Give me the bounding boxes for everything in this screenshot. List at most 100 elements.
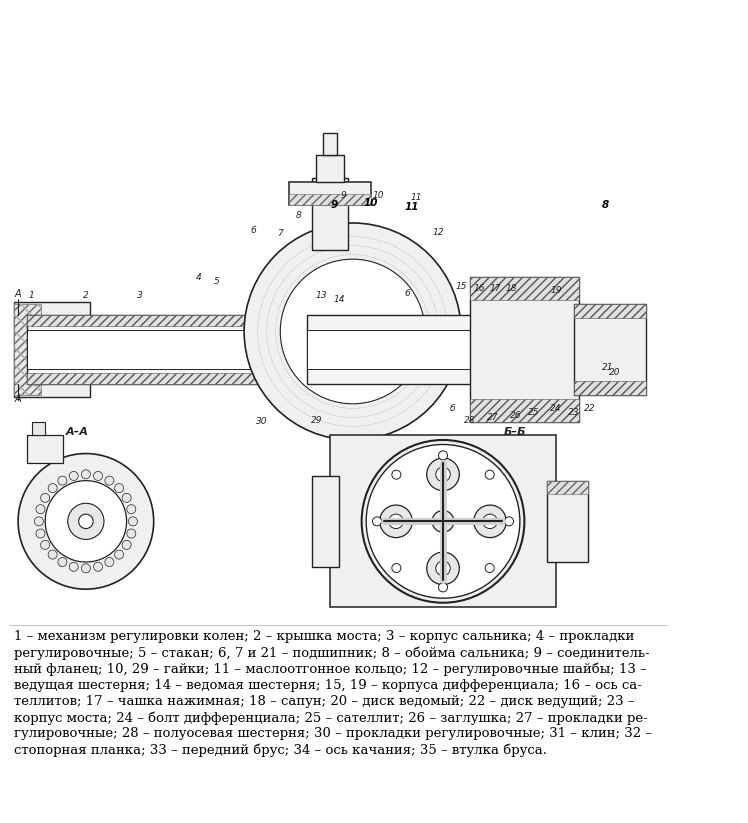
Text: 9: 9 [331, 200, 338, 210]
Text: 8: 8 [295, 212, 301, 221]
Bar [574, 305, 646, 395]
Circle shape [40, 541, 49, 550]
Circle shape [438, 583, 447, 592]
Circle shape [82, 470, 91, 479]
Text: 23: 23 [568, 408, 580, 417]
Text: гулировочные; 28 – полуосевая шестерня; 30 – прокладки регулировочные; 31 – клин: гулировочные; 28 – полуосевая шестерня; … [13, 728, 652, 741]
Circle shape [432, 510, 454, 532]
Text: 11: 11 [404, 202, 419, 212]
Text: теллитов; 17 – чашка нажимная; 18 – сапун; 20 – диск ведомый; 22 – диск ведущий;: теллитов; 17 – чашка нажимная; 18 – сапу… [13, 695, 634, 708]
Text: корпус моста; 24 – болт дифференциала; 25 – сателлит; 26 – заглушка; 27 – прокла: корпус моста; 24 – болт дифференциала; 2… [13, 711, 647, 725]
Circle shape [485, 564, 494, 573]
Bar [470, 277, 579, 300]
Circle shape [427, 458, 459, 491]
Circle shape [48, 550, 57, 559]
Circle shape [34, 517, 43, 526]
Bar [27, 315, 307, 326]
Bar [547, 481, 588, 495]
Circle shape [70, 562, 79, 571]
Circle shape [58, 477, 67, 485]
Circle shape [36, 529, 45, 538]
Text: 6: 6 [404, 289, 410, 298]
Circle shape [482, 514, 497, 528]
Text: 30: 30 [257, 417, 268, 426]
Text: 29: 29 [310, 416, 322, 425]
Circle shape [389, 514, 403, 528]
Circle shape [82, 564, 91, 573]
Circle shape [473, 505, 506, 537]
Text: ный фланец; 10, 29 – гайки; 11 – маслоотгонное кольцо; 12 – регулировочные шайбы: ный фланец; 10, 29 – гайки; 11 – маслоот… [13, 663, 646, 676]
Circle shape [114, 550, 123, 559]
Bar [13, 305, 40, 395]
Bar [547, 481, 588, 562]
Bar [27, 373, 307, 384]
Bar [312, 477, 339, 566]
Bar [574, 381, 646, 395]
Text: ведущая шестерня; 14 – ведомая шестерня; 15, 19 – корпуса дифференциала; 16 – ос: ведущая шестерня; 14 – ведомая шестерня;… [13, 679, 642, 691]
Bar [307, 315, 488, 384]
Text: 5: 5 [214, 277, 220, 286]
Circle shape [392, 564, 401, 573]
Bar [27, 435, 64, 463]
Circle shape [114, 484, 123, 493]
Bar [312, 178, 348, 250]
Text: 10: 10 [373, 192, 384, 200]
Circle shape [485, 470, 494, 479]
Text: 13: 13 [315, 291, 327, 300]
Bar [13, 305, 40, 395]
Text: 21: 21 [602, 363, 613, 372]
Circle shape [36, 504, 45, 514]
Text: 11: 11 [410, 193, 422, 202]
Circle shape [436, 467, 450, 481]
Bar [470, 399, 579, 422]
Circle shape [122, 493, 131, 502]
Circle shape [504, 517, 514, 526]
Text: 20: 20 [609, 368, 621, 377]
Circle shape [244, 223, 461, 440]
Text: Б–Б: Б–Б [504, 427, 527, 438]
Text: 22: 22 [583, 404, 595, 413]
Circle shape [94, 472, 102, 481]
Text: 15: 15 [456, 281, 467, 291]
Text: 3: 3 [138, 291, 143, 300]
Text: 24: 24 [551, 404, 562, 413]
Circle shape [280, 259, 425, 404]
Circle shape [105, 557, 114, 566]
Text: A: A [15, 289, 22, 299]
Bar [574, 305, 646, 318]
Text: 17: 17 [490, 284, 501, 293]
Circle shape [380, 505, 412, 537]
Text: 8: 8 [602, 200, 610, 210]
Text: 2: 2 [83, 291, 89, 300]
Text: 10: 10 [364, 198, 378, 208]
Circle shape [70, 472, 79, 481]
Circle shape [58, 557, 67, 566]
Circle shape [392, 470, 401, 479]
Bar [27, 315, 307, 384]
Bar [470, 277, 579, 422]
Text: регулировочные; 5 – стакан; 6, 7 и 21 – подшипник; 8 – обойма сальника; 9 – соед: регулировочные; 5 – стакан; 6, 7 и 21 – … [13, 646, 649, 659]
Circle shape [438, 451, 447, 460]
Text: 14: 14 [334, 295, 345, 305]
Text: б: б [450, 404, 455, 413]
Bar [289, 194, 371, 205]
Text: 7: 7 [278, 230, 283, 239]
Text: 25: 25 [527, 408, 539, 417]
Text: 1 – механизм регулировки колен; 2 – крышка моста; 3 – корпус сальника; 4 – прокл: 1 – механизм регулировки колен; 2 – крыш… [13, 630, 634, 643]
Bar [307, 330, 488, 370]
Text: 9: 9 [340, 192, 346, 200]
Bar [330, 435, 556, 607]
Text: 18: 18 [505, 284, 517, 293]
Circle shape [18, 453, 153, 589]
Text: 19: 19 [551, 286, 562, 295]
Circle shape [373, 517, 381, 526]
Text: 1: 1 [28, 291, 34, 300]
Circle shape [79, 514, 93, 528]
Bar [316, 156, 343, 183]
Text: стопорная планка; 33 – передний брус; 34 – ось качания; 35 – втулка бруса.: стопорная планка; 33 – передний брус; 34… [13, 744, 547, 757]
Bar [27, 330, 307, 370]
Circle shape [122, 541, 131, 550]
Circle shape [367, 444, 520, 598]
Circle shape [427, 552, 459, 584]
Circle shape [436, 561, 450, 575]
